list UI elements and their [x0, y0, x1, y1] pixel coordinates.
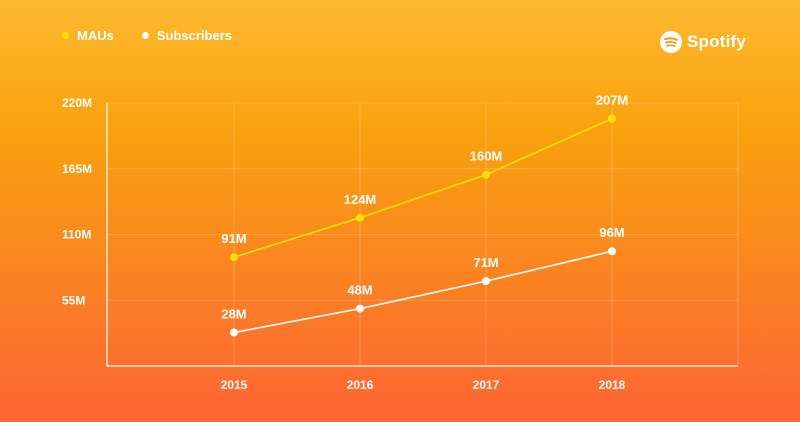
- data-label-subscribers: 48M: [347, 283, 372, 298]
- data-label-maus: 207M: [596, 93, 629, 108]
- data-label-subscribers: 28M: [221, 307, 246, 322]
- data-point-subscribers: [356, 304, 364, 313]
- x-tick-label: 2018: [599, 378, 626, 392]
- legend-dot-subscribers-icon: [141, 32, 149, 39]
- chart-legend: MAUs Subscribers: [62, 28, 232, 43]
- series-line-maus: [233, 117, 613, 258]
- y-tick-label: 110M: [62, 228, 91, 242]
- spotify-brand: Spotify: [660, 31, 746, 53]
- series-line-subscribers: [233, 250, 613, 334]
- data-point-maus: [608, 114, 616, 123]
- spotify-logo-icon: [660, 31, 682, 53]
- legend-dot-maus-icon: [62, 32, 69, 39]
- x-tick-label: 2016: [347, 378, 374, 392]
- y-tick-label: 55M: [62, 293, 85, 307]
- legend-label-subscribers: Subscribers: [156, 28, 232, 43]
- data-point-subscribers: [482, 277, 490, 286]
- y-tick-label: 165M: [62, 162, 92, 176]
- x-tick-label: 2017: [473, 378, 500, 392]
- y-tick-label: 220M: [62, 96, 92, 110]
- data-label-maus: 124M: [344, 192, 377, 207]
- data-point-maus: [230, 253, 238, 262]
- data-point-maus: [482, 170, 490, 179]
- data-label-maus: 160M: [470, 149, 503, 164]
- data-point-subscribers: [230, 328, 238, 337]
- data-label-subscribers: 71M: [473, 255, 498, 270]
- spotify-wordmark: Spotify: [687, 32, 747, 51]
- data-point-subscribers: [608, 247, 616, 256]
- data-label-subscribers: 96M: [599, 225, 624, 240]
- legend-item-subscribers: Subscribers: [141, 28, 232, 43]
- legend-label-maus: MAUs: [77, 28, 114, 43]
- legend-item-maus: MAUs: [62, 28, 114, 43]
- data-point-maus: [356, 213, 364, 222]
- x-tick-label: 2015: [221, 378, 248, 392]
- data-label-maus: 91M: [221, 231, 246, 246]
